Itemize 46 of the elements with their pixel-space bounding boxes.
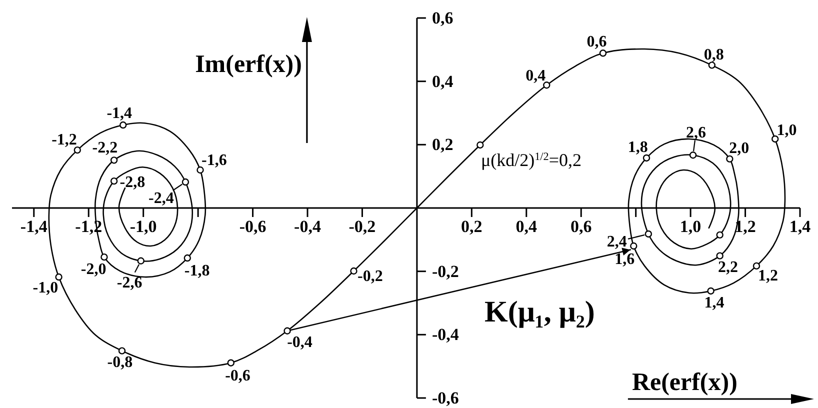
annotation: -1,4 [106, 104, 132, 122]
x-axis-title: Re(erf(x)) [632, 369, 738, 396]
x-tick-label: -0,4 [294, 217, 322, 236]
annotation: 0,6 [586, 32, 607, 50]
annotation: -1,8 [184, 262, 210, 280]
annotation: 1,6 [614, 250, 635, 268]
annotation: -0,8 [107, 354, 133, 371]
annotation: 2,4 [606, 233, 627, 250]
annotation: 0,8 [704, 46, 724, 63]
annotation: -0,6 [225, 367, 250, 384]
series-label: K(μ₁, μ₂) [484, 295, 595, 328]
x-tick-label: 1,4 [789, 217, 812, 236]
x-tick-label: 0,6 [570, 217, 592, 236]
y-tick-label: -0,2 [432, 262, 459, 281]
x-tick-label: -1,0 [130, 217, 157, 236]
annotation: 2,6 [686, 124, 706, 142]
annotation: 1,2 [758, 266, 778, 284]
x-tick-label: -1,4 [20, 217, 48, 236]
y-tick-label: 0,4 [432, 72, 454, 91]
annotation: -1,2 [52, 130, 77, 148]
annotation: -2,4 [148, 190, 174, 207]
annotation: 1,4 [704, 294, 724, 311]
annotation: -2,8 [120, 173, 146, 190]
annotation: -2,0 [80, 260, 106, 278]
x-tick-label: 0,2 [461, 217, 482, 236]
x-tick-label: 1,0 [680, 217, 702, 236]
annotation: -0,4 [287, 333, 312, 350]
y-tick-label: -0,6 [432, 388, 459, 408]
annotation: -1,0 [32, 279, 58, 296]
annotation: 1,8 [628, 138, 648, 156]
annotation: 1,0 [776, 121, 797, 138]
annotation: -2,6 [116, 274, 142, 292]
annotation: 2,0 [729, 140, 750, 157]
annotation: -2,2 [92, 139, 118, 156]
annotation: -1,6 [202, 152, 227, 169]
y-axis-title: Im(erf(x)) [195, 51, 302, 78]
y-tick-label: 0,6 [432, 8, 454, 28]
annotation: 2,2 [718, 258, 738, 276]
x-tick-label: 0,4 [516, 217, 538, 236]
annotation: μ(kd/2)$^{1/2}$=0,2 [480, 150, 582, 170]
x-tick-label: -0,2 [348, 217, 376, 236]
annotation: 0,4 [526, 66, 546, 84]
annotation: -0,2 [358, 268, 383, 285]
y-tick-label: 0,2 [432, 135, 454, 154]
y-tick-label: -0,4 [432, 325, 460, 344]
x-tick-label: -0,6 [239, 217, 266, 236]
